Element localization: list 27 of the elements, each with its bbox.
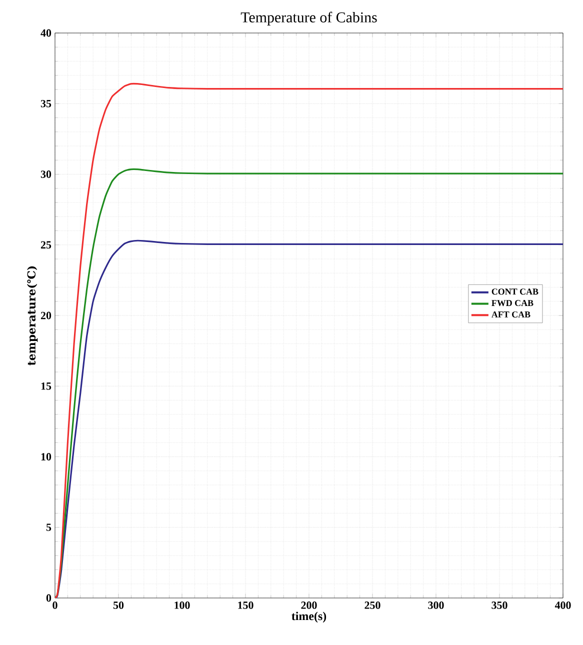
x-tick-label: 50: [113, 602, 124, 609]
x-tick-label: 400: [554, 602, 571, 609]
line-series: [55, 240, 563, 598]
y-tick-label: 5: [46, 524, 52, 532]
y-tick-label: 15: [41, 382, 52, 390]
legend-label: AFT CAB: [492, 311, 530, 318]
y-tick-label: 35: [40, 100, 52, 108]
legend-label: CONT CAB: [492, 288, 538, 295]
x-tick-label: 300: [428, 602, 444, 609]
x-tick-label: 0: [52, 602, 58, 609]
legend-label: FWD CAB: [492, 300, 534, 306]
line-series: [55, 83, 563, 598]
chart-title: Temperature of Cabins: [240, 12, 377, 26]
x-axis-title: time(s): [292, 612, 326, 623]
y-tick-label: 0: [46, 594, 52, 602]
x-tick-label: 350: [492, 602, 508, 609]
x-tick-label: 250: [364, 602, 380, 609]
y-axis-title: temperature(℃): [27, 266, 38, 366]
y-tick-label: 20: [40, 312, 52, 320]
x-tick-label: 150: [238, 602, 254, 609]
line-series: [55, 168, 563, 598]
y-tick-label: 25: [40, 241, 52, 249]
y-tick-label: 40: [40, 29, 52, 37]
y-tick-label: 30: [40, 170, 52, 178]
y-tick-label: 10: [41, 453, 52, 460]
x-tick-label: 100: [174, 602, 190, 609]
x-tick-label: 200: [301, 602, 317, 609]
